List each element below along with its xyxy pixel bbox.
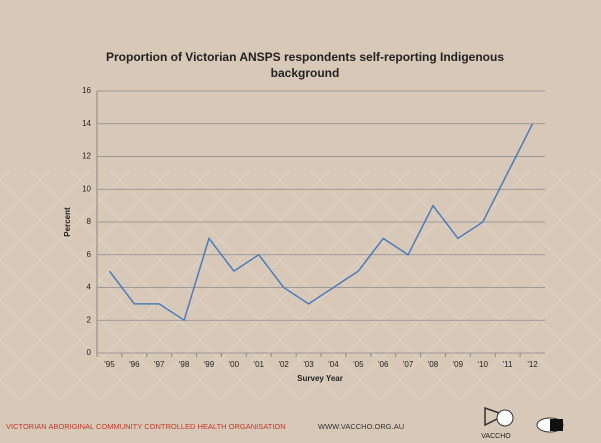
x-tick-label: '07 xyxy=(403,360,414,369)
x-tick-label: '11 xyxy=(503,360,513,369)
footer-organisation: VICTORIAN ABORIGINAL COMMUNITY CONTROLLE… xyxy=(6,422,286,431)
x-tick-label: '98 xyxy=(179,360,190,369)
x-tick-label: '12 xyxy=(527,360,538,369)
y-tick-label: 4 xyxy=(87,283,92,292)
x-tick-label: '01 xyxy=(254,360,265,369)
x-tick-label: '97 xyxy=(154,360,165,369)
y-tick-label: 16 xyxy=(82,86,91,95)
x-tick-label: '09 xyxy=(453,360,464,369)
x-tick-label: '96 xyxy=(129,360,140,369)
x-tick-label: '10 xyxy=(478,360,489,369)
y-tick-label: 6 xyxy=(87,250,92,259)
x-tick-label: '03 xyxy=(303,360,314,369)
x-tick-label: '95 xyxy=(104,360,115,369)
y-tick-label: 12 xyxy=(82,152,91,161)
x-tick-label: '05 xyxy=(353,360,364,369)
y-tick-label: 2 xyxy=(87,315,92,324)
slide: Proportion of Victorian ANSPS respondent… xyxy=(0,0,601,443)
page: Proportion of Victorian ANSPS respondent… xyxy=(0,0,601,443)
x-tick-label: '04 xyxy=(328,360,339,369)
x-tick-label: '99 xyxy=(204,360,215,369)
x-tick-label: '08 xyxy=(428,360,439,369)
footer-url: WWW.VACCHO.ORG.AU xyxy=(318,422,404,431)
y-axis-label: Percent xyxy=(63,207,72,237)
y-tick-label: 8 xyxy=(87,217,92,226)
y-tick-label: 0 xyxy=(87,348,92,357)
y-tick-label: 10 xyxy=(82,184,91,193)
x-tick-label: '06 xyxy=(378,360,389,369)
x-tick-label: '02 xyxy=(278,360,289,369)
x-axis-label: Survey Year xyxy=(297,374,343,383)
y-tick-label: 14 xyxy=(82,119,91,128)
x-tick-label: '00 xyxy=(229,360,240,369)
logo-text: VACCHO xyxy=(481,433,511,440)
